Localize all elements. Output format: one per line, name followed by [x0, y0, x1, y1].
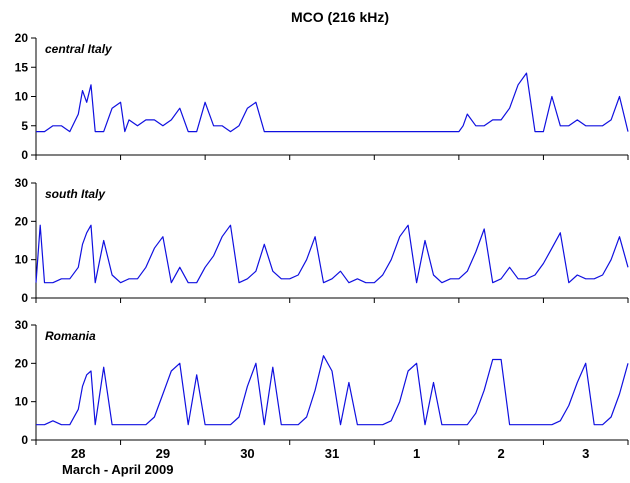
y-tick-label: 30: [15, 176, 29, 190]
series-line: [35, 224, 629, 284]
panel-1: 0 10 20 30 south Italy: [15, 176, 629, 305]
x-tick-label: 30: [240, 446, 254, 461]
region-label: south Italy: [45, 187, 106, 201]
y-tick-label: 10: [15, 253, 29, 267]
y-tick-label: 0: [21, 433, 28, 447]
y-tick-label: 10: [15, 395, 29, 409]
panel-2: 0 10 20 30 Romania: [15, 318, 629, 447]
y-tick-label: 20: [15, 31, 29, 45]
y-tick-label: 20: [15, 356, 29, 370]
y-tick-label: 0: [21, 291, 28, 305]
y-tick-label: 5: [21, 119, 28, 133]
y-tick-label: 30: [15, 318, 29, 332]
x-tick-label: 31: [325, 446, 339, 461]
x-tick-label: 3: [582, 446, 589, 461]
series-line: [36, 72, 629, 133]
region-label: Romania: [45, 329, 96, 343]
panel-0: 0 5 10 15 20 central Italy: [15, 31, 629, 162]
y-tick-label: 0: [21, 148, 28, 162]
y-tick-label: 10: [15, 90, 29, 104]
chart-title: MCO (216 kHz): [291, 9, 389, 25]
region-label: central Italy: [45, 42, 113, 56]
x-tick-label: 29: [156, 446, 170, 461]
x-axis-label: March - April 2009: [62, 462, 174, 477]
y-tick-label: 15: [15, 60, 29, 74]
x-tick-label: 1: [413, 446, 420, 461]
series-line: [36, 355, 629, 426]
x-tick-label: 28: [71, 446, 85, 461]
x-tick-label: 2: [498, 446, 505, 461]
y-tick-label: 20: [15, 214, 29, 228]
